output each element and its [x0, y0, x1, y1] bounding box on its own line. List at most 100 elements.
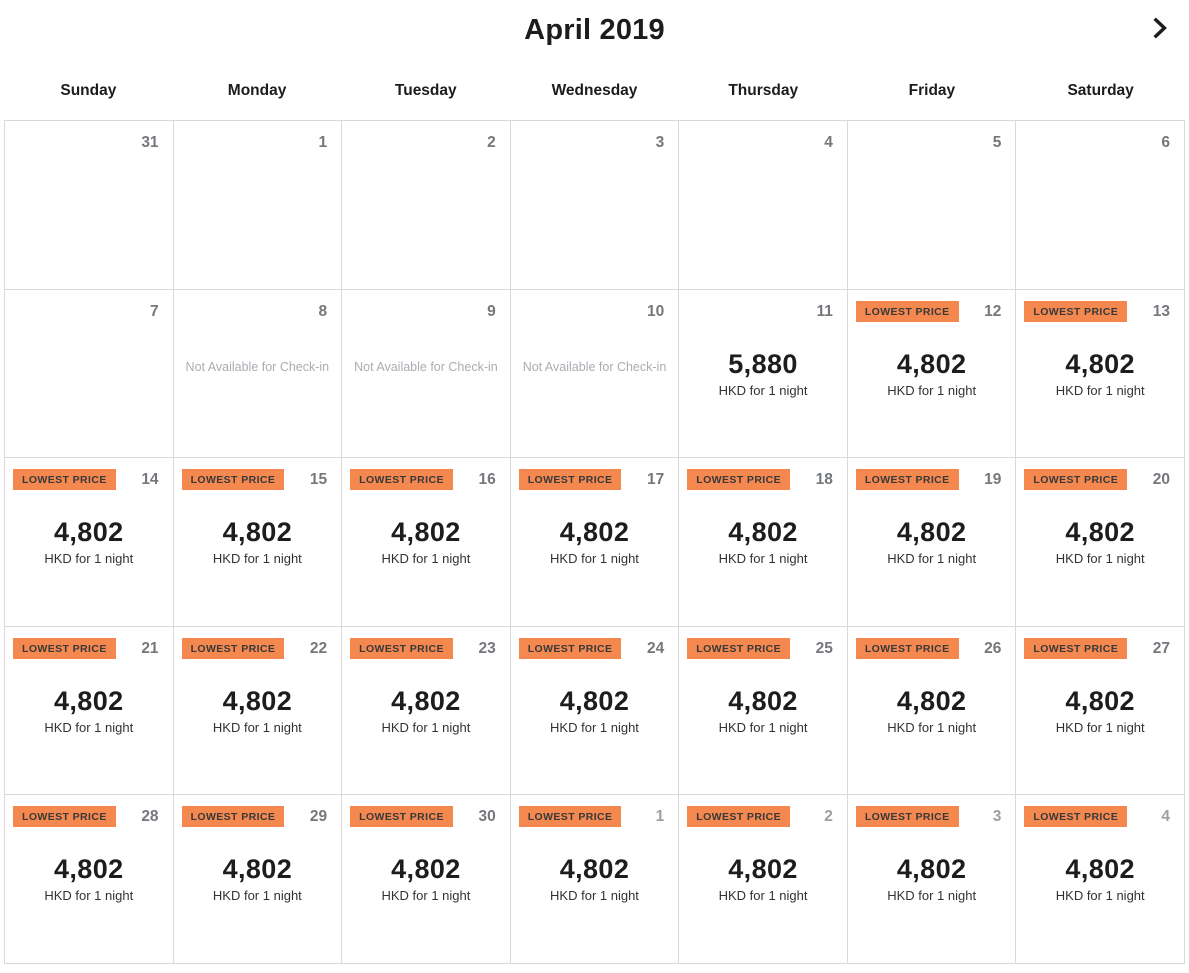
price-block: 4,802 HKD for 1 night [848, 517, 1016, 566]
day-cell[interactable]: LOWEST PRICE 29 4,802 HKD for 1 night [173, 795, 343, 964]
unavailable-text: Not Available for Check-in [522, 359, 667, 374]
day-number: 26 [984, 639, 1002, 657]
price-value: 4,802 [222, 685, 293, 716]
price-value: 4,802 [391, 517, 461, 548]
price-block: 4,802 HKD for 1 night [848, 349, 1016, 398]
day-number: 1 [655, 808, 665, 826]
price-value: 4,802 [559, 685, 630, 716]
day-cell[interactable]: LOWEST PRICE 4 4,802 HKD for 1 night [1016, 795, 1185, 964]
lowest-price-badge: LOWEST PRICE [350, 806, 453, 828]
day-cell: 6 [1016, 121, 1185, 290]
day-number: 17 [647, 471, 665, 489]
price-value: 4,802 [222, 854, 293, 885]
lowest-price-badge: LOWEST PRICE [855, 469, 959, 491]
lowest-price-badge: LOWEST PRICE [855, 300, 959, 322]
day-number: 12 [984, 302, 1002, 320]
price-block: 4,802 HKD for 1 night [511, 517, 679, 566]
day-number: 25 [815, 639, 833, 657]
day-number: 6 [1161, 134, 1170, 151]
day-cell[interactable]: LOWEST PRICE 18 4,802 HKD for 1 night [679, 458, 848, 627]
lowest-price-badge: LOWEST PRICE [518, 806, 622, 828]
day-cell: 10 Not Available for Check-in [510, 289, 680, 459]
day-cell[interactable]: LOWEST PRICE 21 4,802 HKD for 1 night [5, 626, 174, 796]
price-value: 4,802 [896, 348, 967, 379]
price-value: 4,802 [728, 854, 798, 885]
price-unit: HKD for 1 night [550, 888, 639, 904]
calendar-grid: 31 1 2 3 4 5 6 7 8 Not Available for Check-in 9 Not… [4, 120, 1185, 964]
price-unit: HKD for 1 night [1055, 551, 1145, 567]
day-number: 13 [1152, 302, 1170, 320]
day-cell[interactable]: LOWEST PRICE 17 4,802 HKD for 1 night [510, 458, 680, 627]
price-block: 4,802 HKD for 1 night [511, 854, 679, 903]
next-month-button[interactable] [1139, 6, 1179, 50]
lowest-price-badge: LOWEST PRICE [1024, 300, 1128, 322]
lowest-price-badge: LOWEST PRICE [1024, 806, 1128, 828]
day-cell[interactable]: 11 5,880 HKD for 1 night [679, 289, 848, 459]
day-number: 20 [1152, 471, 1170, 489]
price-unit: HKD for 1 night [212, 551, 302, 567]
day-cell: 2 [342, 121, 511, 290]
chevron-right-icon [1153, 17, 1167, 39]
day-cell[interactable]: LOWEST PRICE 20 4,802 HKD for 1 night [1016, 458, 1185, 627]
day-number: 7 [149, 302, 159, 320]
price-value: 4,802 [53, 854, 124, 885]
weekday-header-row: Sunday Monday Tuesday Wednesday Thursday Frid… [4, 82, 1185, 102]
unavailable-text: Not Available for Check-in [185, 359, 330, 374]
day-cell[interactable]: LOWEST PRICE 28 4,802 HKD for 1 night [5, 795, 174, 964]
day-number: 16 [478, 471, 496, 489]
day-cell[interactable]: LOWEST PRICE 12 4,802 HKD for 1 night [847, 289, 1017, 459]
day-number: 15 [309, 471, 328, 489]
lowest-price-badge: LOWEST PRICE [350, 637, 453, 659]
day-cell[interactable]: LOWEST PRICE 24 4,802 HKD for 1 night [510, 626, 680, 796]
day-number: 23 [478, 639, 496, 657]
price-block: 4,802 HKD for 1 night [342, 686, 510, 735]
day-cell[interactable]: LOWEST PRICE 22 4,802 HKD for 1 night [173, 626, 343, 796]
lowest-price-badge: LOWEST PRICE [1024, 637, 1128, 659]
day-number: 11 [816, 302, 833, 320]
day-cell[interactable]: LOWEST PRICE 15 4,802 HKD for 1 night [173, 458, 343, 627]
price-unit: HKD for 1 night [212, 888, 302, 904]
weekday-label: Wednesday [551, 82, 638, 99]
day-cell[interactable]: LOWEST PRICE 30 4,802 HKD for 1 night [342, 795, 511, 964]
price-block: 4,802 HKD for 1 night [679, 517, 847, 566]
day-cell[interactable]: LOWEST PRICE 1 4,802 HKD for 1 night [510, 795, 680, 964]
price-block: 4,802 HKD for 1 night [5, 517, 173, 566]
price-unit: HKD for 1 night [550, 551, 639, 567]
lowest-price-badge: LOWEST PRICE [350, 469, 453, 491]
day-cell[interactable]: LOWEST PRICE 26 4,802 HKD for 1 night [847, 626, 1017, 796]
day-cell: 9 Not Available for Check-in [342, 289, 511, 459]
day-cell[interactable]: LOWEST PRICE 2 4,802 HKD for 1 night [679, 795, 848, 964]
day-cell[interactable]: LOWEST PRICE 14 4,802 HKD for 1 night [5, 458, 174, 627]
day-cell[interactable]: LOWEST PRICE 13 4,802 HKD for 1 night [1016, 289, 1185, 459]
price-value: 4,802 [1065, 854, 1135, 885]
weekday-label: Saturday [1067, 82, 1134, 99]
price-block: 4,802 HKD for 1 night [1016, 854, 1184, 903]
day-number: 22 [309, 639, 328, 657]
price-unit: HKD for 1 night [44, 551, 134, 567]
day-cell[interactable]: LOWEST PRICE 16 4,802 HKD for 1 night [342, 458, 511, 627]
day-number: 5 [992, 134, 1002, 151]
day-cell[interactable]: LOWEST PRICE 23 4,802 HKD for 1 night [342, 626, 511, 796]
price-unit: HKD for 1 night [381, 719, 471, 735]
price-block: 5,880 HKD for 1 night [679, 349, 847, 398]
day-cell[interactable]: LOWEST PRICE 25 4,802 HKD for 1 night [679, 626, 848, 796]
price-block: 4,802 HKD for 1 night [5, 854, 173, 903]
calendar-header: April 2019 [0, 0, 1189, 62]
day-number: 2 [824, 808, 833, 826]
day-cell[interactable]: LOWEST PRICE 19 4,802 HKD for 1 night [847, 458, 1017, 627]
lowest-price-badge: LOWEST PRICE [181, 469, 285, 491]
day-cell: 31 [5, 121, 174, 290]
price-block: 4,802 HKD for 1 night [1016, 517, 1184, 566]
day-number: 19 [984, 471, 1002, 489]
day-cell[interactable]: LOWEST PRICE 3 4,802 HKD for 1 night [847, 795, 1017, 964]
day-number: 30 [478, 808, 496, 826]
day-cell[interactable]: LOWEST PRICE 27 4,802 HKD for 1 night [1016, 626, 1185, 796]
price-block: 4,802 HKD for 1 night [174, 854, 342, 903]
price-block: 4,802 HKD for 1 night [848, 854, 1016, 903]
price-value: 4,802 [1065, 685, 1135, 716]
day-cell: 4 [679, 121, 848, 290]
price-value: 4,802 [391, 685, 461, 716]
lowest-price-badge: LOWEST PRICE [13, 469, 116, 491]
price-value: 4,802 [53, 685, 124, 716]
price-unit: HKD for 1 night [887, 719, 977, 735]
